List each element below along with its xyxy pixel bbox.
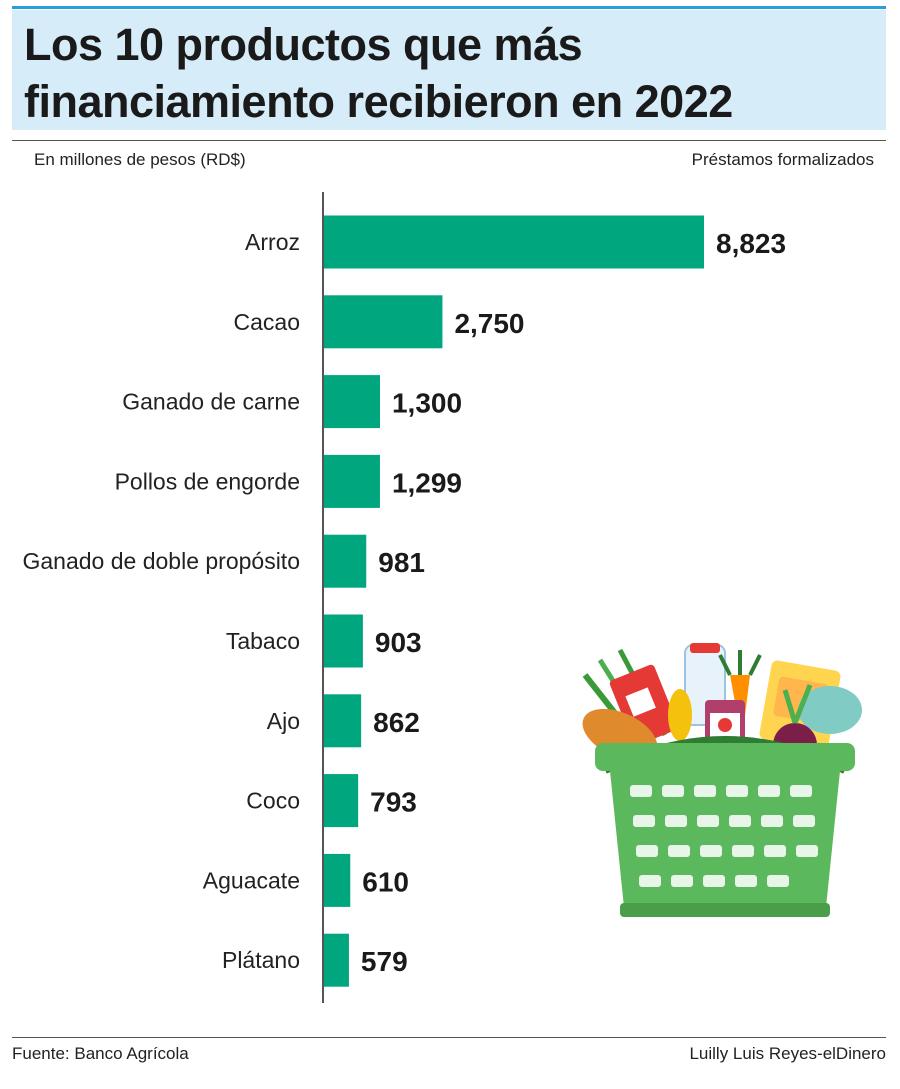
category-label: Cacao [234, 309, 300, 335]
data-label: 903 [375, 627, 422, 658]
footer-divider [12, 1037, 886, 1038]
data-label: 862 [373, 707, 420, 738]
data-label: 8,823 [716, 228, 786, 259]
header-divider [12, 140, 886, 141]
category-label: Pollos de engorde [115, 468, 300, 494]
bar [324, 375, 380, 429]
category-label: Plátano [222, 947, 300, 973]
bar [324, 295, 443, 349]
bar [324, 534, 367, 588]
units-label: En millones de pesos (RD$) [34, 150, 246, 169]
data-label: 1,299 [392, 467, 462, 498]
data-label: 981 [378, 547, 425, 578]
data-label: 1,300 [392, 388, 462, 419]
measure-label: Préstamos formalizados [691, 150, 874, 169]
category-label: Aguacate [203, 867, 300, 893]
grocery-basket-icon [582, 643, 862, 917]
data-label: 793 [370, 787, 417, 818]
category-label: Ganado de doble propósito [23, 548, 301, 574]
category-label: Ajo [267, 708, 300, 734]
category-label: Arroz [245, 229, 300, 255]
bar [324, 454, 380, 508]
source-note: Fuente: Banco Agrícola [12, 1044, 189, 1063]
bar [324, 853, 351, 907]
category-label: Tabaco [226, 628, 300, 654]
bar [324, 614, 363, 668]
data-label: 2,750 [454, 308, 524, 339]
bar [324, 215, 704, 269]
data-label: 579 [361, 946, 408, 977]
bar [324, 774, 359, 828]
category-label: Coco [246, 788, 300, 814]
accent-line [12, 6, 886, 9]
bar [324, 933, 349, 987]
data-label: 610 [362, 866, 409, 897]
page-title: Los 10 productos que más financiamiento … [24, 19, 733, 127]
bar [324, 694, 362, 748]
bars-layer: Arroz 8,823 Cacao 2,750 Ganado de carne 1,300… [23, 192, 786, 1003]
title-box [12, 10, 886, 130]
credit-note: Luilly Luis Reyes-elDinero [689, 1044, 886, 1063]
category-label: Ganado de carne [122, 389, 300, 415]
